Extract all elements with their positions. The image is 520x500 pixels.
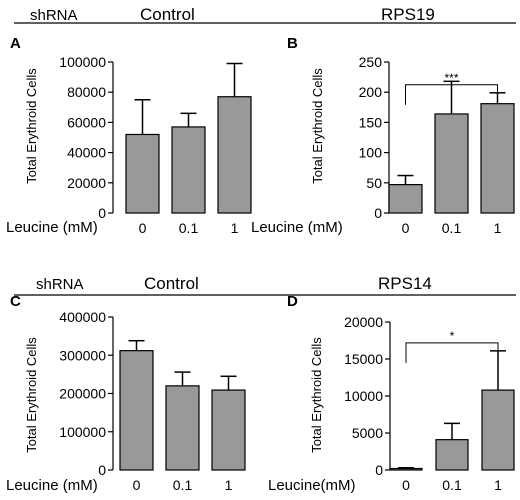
- group-label-left: Control: [140, 5, 195, 24]
- significance-bracket: [405, 342, 499, 363]
- y-axis-label: Total Erythroid Cells: [24, 337, 39, 453]
- x-tick-label: 0: [133, 477, 141, 493]
- x-tick-label: 0.1: [442, 477, 462, 493]
- x-tick-label: 1: [225, 477, 233, 493]
- y-tick-label: 0: [98, 462, 106, 478]
- panel-letter: D: [287, 293, 298, 310]
- header-row-2: shRNA Control RPS14: [14, 274, 516, 296]
- y-tick-label: 80000: [67, 84, 106, 100]
- x-tick-label: 1: [494, 477, 502, 493]
- y-tick-label: 250: [359, 54, 383, 70]
- y-axis-label: Total Erythroid Cells: [309, 337, 324, 453]
- panel-letter: B: [287, 35, 298, 52]
- bar: [434, 113, 469, 214]
- chart-panel-d: D 0 5000 10000 15000 20000 Total Erythroid Cel…: [268, 293, 515, 494]
- y-tick-label: 100000: [59, 424, 106, 440]
- y-axis-label: Total Erythroid Cells: [24, 68, 39, 184]
- bar: [217, 96, 252, 214]
- y-tick-label: 50: [366, 175, 382, 191]
- x-tick-label: 1: [231, 220, 239, 236]
- shrna-label: shRNA: [30, 7, 78, 24]
- bar: [435, 439, 469, 471]
- bar: [211, 389, 246, 471]
- bar: [125, 133, 160, 214]
- x-axis-label: Leucine (mM): [6, 477, 98, 494]
- chart-panel-b: B 0 50 100 150 200 250 Total Erythroid Cells Leu…: [251, 35, 515, 236]
- panel-letter: A: [10, 35, 21, 52]
- y-tick-label: 10000: [344, 388, 383, 404]
- x-axis-label: Leucine (mM): [251, 219, 343, 236]
- y-tick-label: 200: [359, 84, 383, 100]
- group-label-right: RPS19: [381, 5, 435, 24]
- x-axis-label: Leucine(mM): [268, 477, 356, 494]
- y-tick-label: 400000: [59, 309, 106, 325]
- y-tick-label: 0: [375, 462, 383, 478]
- header-row-1: shRNA Control RPS19: [14, 5, 516, 24]
- y-tick-label: 0: [374, 205, 382, 221]
- significance-label: ***: [444, 71, 458, 85]
- y-axis-label: Total Erythroid Cells: [310, 68, 325, 184]
- y-tick-label: 15000: [344, 351, 383, 367]
- bar: [119, 350, 154, 471]
- x-tick-label: 0.1: [442, 220, 462, 236]
- bar: [171, 126, 206, 214]
- bar: [165, 385, 200, 471]
- group-label-left: Control: [144, 274, 199, 293]
- y-tick-label: 5000: [352, 425, 383, 441]
- x-tick-label: 0: [139, 220, 147, 236]
- group-label-right: RPS14: [378, 274, 432, 293]
- y-tick-label: 40000: [67, 145, 106, 161]
- y-tick-label: 20000: [344, 314, 383, 330]
- bar: [481, 389, 515, 471]
- y-tick-label: 100000: [59, 54, 106, 70]
- significance-label: *: [450, 329, 455, 343]
- y-tick-label: 100: [359, 145, 383, 161]
- bar: [480, 103, 515, 214]
- x-tick-label: 0.1: [179, 220, 199, 236]
- x-tick-label: 0: [402, 477, 410, 493]
- x-tick-label: 1: [494, 220, 502, 236]
- chart-panel-c: C 0 100000 200000 300000 400000 Total Erythroi…: [6, 293, 246, 494]
- shrna-label: shRNA: [36, 276, 84, 293]
- y-tick-label: 20000: [67, 175, 106, 191]
- bar: [389, 467, 423, 471]
- y-tick-label: 300000: [59, 347, 106, 363]
- y-tick-label: 0: [98, 205, 106, 221]
- panel-letter: C: [10, 293, 21, 310]
- y-tick-label: 200000: [59, 386, 106, 402]
- x-axis-label: Leucine (mM): [6, 219, 98, 236]
- y-tick-label: 60000: [67, 114, 106, 130]
- chart-panel-a: A 0 20000 40000 60000 80000 100000 Total Erythr…: [6, 35, 252, 236]
- bar: [388, 184, 423, 214]
- x-tick-label: 0: [402, 220, 410, 236]
- y-tick-label: 150: [359, 114, 383, 130]
- x-tick-label: 0.1: [173, 477, 193, 493]
- significance-bracket: [405, 84, 498, 105]
